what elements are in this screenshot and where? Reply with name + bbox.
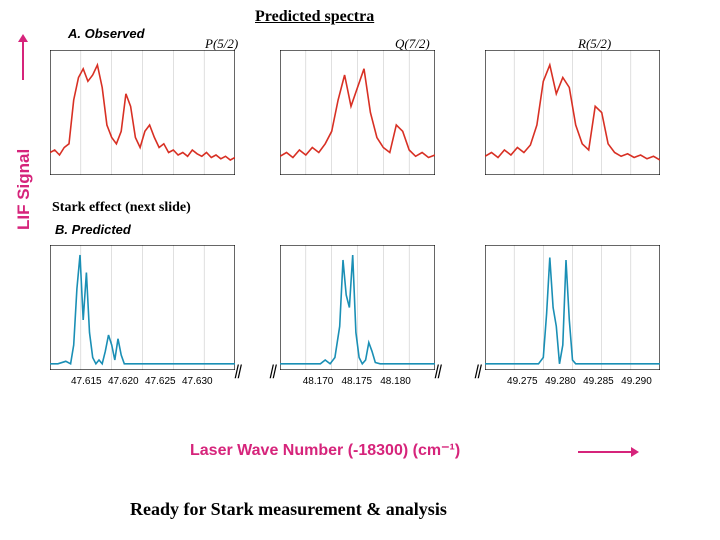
observed-panel-0 [50,50,235,175]
footer-text: Ready for Stark measurement & analysis [130,499,447,520]
x-axis-arrow [578,451,633,453]
axis-break: // [270,362,276,383]
xtick-label: 49.275 [507,376,538,387]
page-title: Predicted spectra [255,8,374,26]
xtick-label: 47.625 [145,376,176,387]
xtick-label: 47.615 [71,376,102,387]
panel-b-label: B. Predicted [55,222,131,237]
axis-break: // [435,362,441,383]
xtick-label: 47.630 [182,376,213,387]
xtick-label: 49.290 [621,376,652,387]
xtick-label: 47.620 [108,376,139,387]
stark-annotation: Stark effect (next slide) [50,198,193,218]
observed-panel-2 [485,50,660,175]
predicted-panel-2 [485,245,660,370]
y-axis-arrow [22,40,24,80]
predicted-panel-0 [50,245,235,370]
xtick-label: 49.280 [545,376,576,387]
xtick-label: 48.170 [303,376,334,387]
axis-break: // [235,362,241,383]
y-axis-label: LIF Signal [14,149,34,230]
panel-a-label: A. Observed [68,26,145,41]
x-axis-label: Laser Wave Number (-18300) (cm⁻¹) [190,440,460,460]
axis-break: // [475,362,481,383]
observed-panel-1 [280,50,435,175]
predicted-panel-1 [280,245,435,370]
xtick-label: 48.180 [380,376,411,387]
xtick-label: 49.285 [583,376,614,387]
xtick-label: 48.175 [342,376,373,387]
